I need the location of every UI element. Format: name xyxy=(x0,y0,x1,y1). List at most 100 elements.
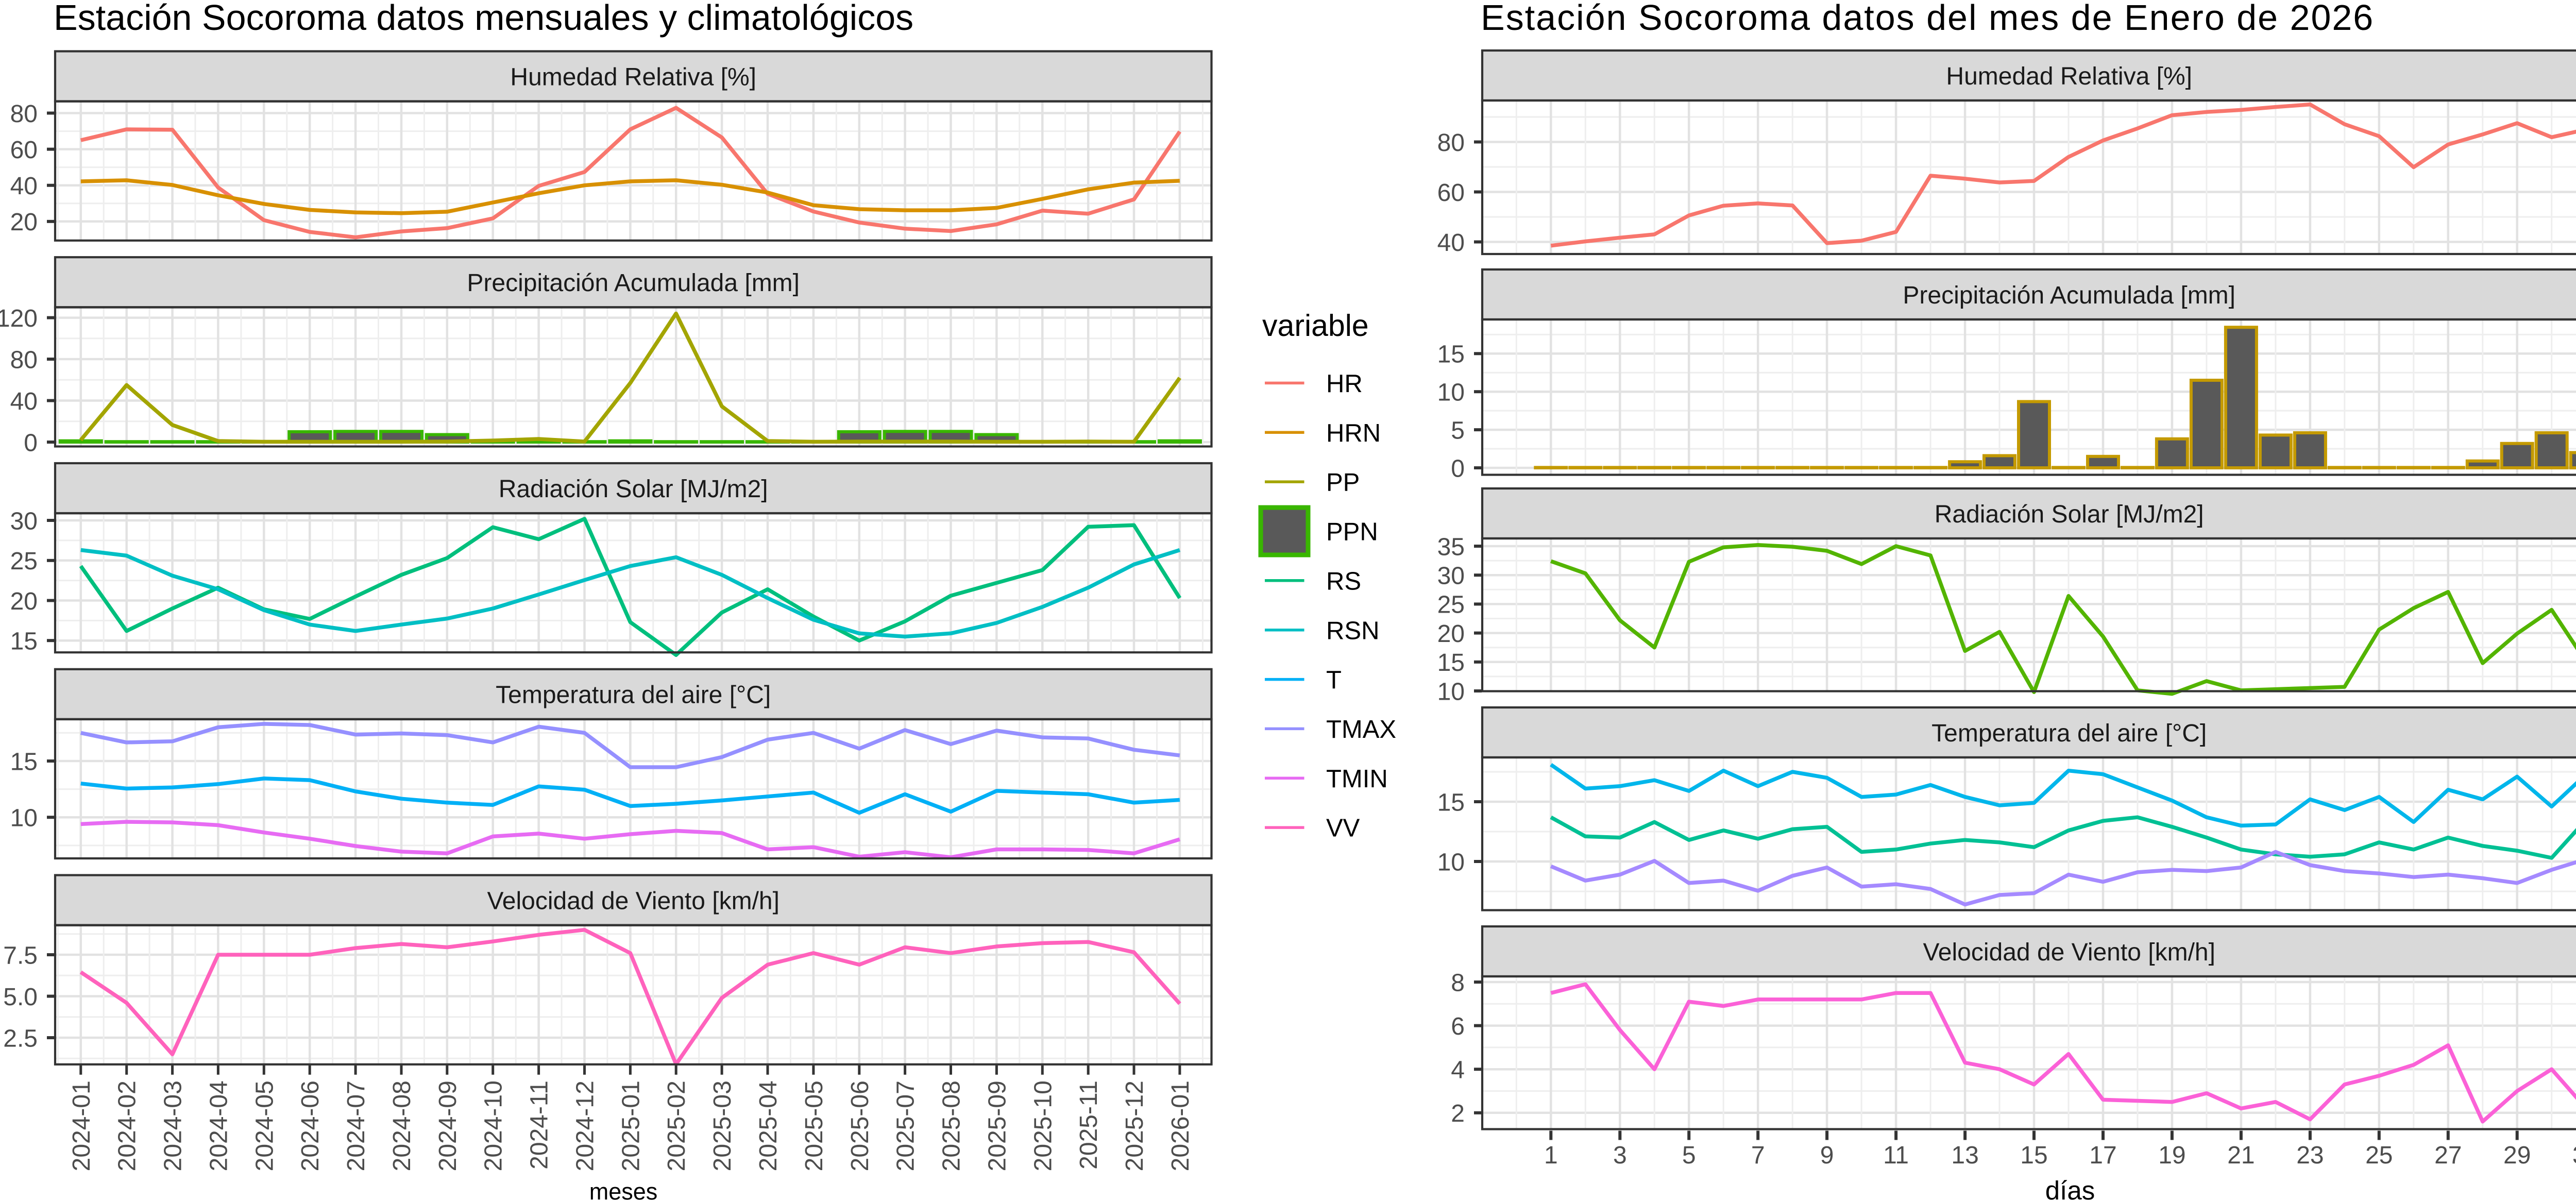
svg-text:Radiación Solar [MJ/m2]: Radiación Solar [MJ/m2] xyxy=(1935,501,2204,528)
svg-text:2025-03: 2025-03 xyxy=(709,1080,736,1171)
svg-text:15: 15 xyxy=(10,628,38,655)
svg-text:2024-03: 2024-03 xyxy=(160,1080,187,1171)
svg-text:15: 15 xyxy=(2020,1142,2047,1169)
svg-text:80: 80 xyxy=(10,346,38,374)
svg-text:10: 10 xyxy=(10,805,38,832)
svg-text:Radiación Solar [MJ/m2]: Radiación Solar [MJ/m2] xyxy=(499,476,768,503)
svg-text:6: 6 xyxy=(1451,1013,1465,1040)
svg-text:RS: RS xyxy=(1326,567,1361,595)
svg-text:2025-07: 2025-07 xyxy=(892,1080,920,1171)
svg-text:7.5: 7.5 xyxy=(3,942,38,969)
svg-text:15: 15 xyxy=(1437,789,1465,816)
svg-text:TMAX: TMAX xyxy=(1326,716,1396,743)
svg-text:2024-02: 2024-02 xyxy=(114,1080,141,1171)
svg-text:35: 35 xyxy=(1437,533,1465,561)
svg-text:2025-10: 2025-10 xyxy=(1029,1080,1057,1171)
svg-text:2.5: 2.5 xyxy=(3,1025,38,1052)
svg-text:2025-09: 2025-09 xyxy=(984,1080,1011,1171)
svg-text:Velocidad de Viento [km/h]: Velocidad de Viento [km/h] xyxy=(487,887,779,915)
svg-text:meses: meses xyxy=(589,1178,658,1200)
svg-text:20: 20 xyxy=(10,209,38,236)
svg-text:Humedad Relativa [%]: Humedad Relativa [%] xyxy=(510,63,756,91)
svg-text:2024-01: 2024-01 xyxy=(68,1080,95,1171)
svg-text:25: 25 xyxy=(2365,1142,2393,1169)
svg-text:0: 0 xyxy=(1451,455,1465,482)
svg-text:Estación Socoroma datos mensua: Estación Socoroma datos mensuales y clim… xyxy=(54,0,913,38)
svg-text:Precipitación Acumulada [mm]: Precipitación Acumulada [mm] xyxy=(1903,282,2235,309)
svg-text:40: 40 xyxy=(1437,229,1465,257)
svg-text:10: 10 xyxy=(1437,849,1465,876)
svg-text:2025-04: 2025-04 xyxy=(755,1080,782,1171)
svg-text:2025-02: 2025-02 xyxy=(663,1080,690,1171)
svg-text:PPN: PPN xyxy=(1326,518,1378,546)
svg-text:3: 3 xyxy=(1613,1142,1627,1169)
svg-text:2024-07: 2024-07 xyxy=(343,1080,370,1171)
svg-text:variable: variable xyxy=(1262,309,1369,343)
svg-text:Estación Socoroma datos del me: Estación Socoroma datos del mes de Enero… xyxy=(1481,0,2374,38)
svg-text:Humedad Relativa [%]: Humedad Relativa [%] xyxy=(1946,63,2192,90)
svg-text:40: 40 xyxy=(10,388,38,415)
svg-text:4: 4 xyxy=(1451,1057,1465,1084)
svg-text:11: 11 xyxy=(1883,1142,1909,1169)
svg-text:17: 17 xyxy=(2089,1142,2116,1169)
svg-text:Velocidad de Viento [km/h]: Velocidad de Viento [km/h] xyxy=(1923,939,2215,966)
svg-text:20: 20 xyxy=(1437,620,1465,648)
svg-text:30: 30 xyxy=(10,508,38,535)
svg-text:2024-10: 2024-10 xyxy=(480,1080,507,1171)
svg-text:23: 23 xyxy=(2296,1142,2324,1169)
svg-text:2024-08: 2024-08 xyxy=(388,1080,416,1171)
svg-text:60: 60 xyxy=(1437,179,1465,207)
svg-text:25: 25 xyxy=(10,548,38,575)
svg-text:1: 1 xyxy=(1544,1142,1558,1169)
svg-text:5: 5 xyxy=(1451,417,1465,444)
svg-text:HR: HR xyxy=(1326,370,1363,398)
svg-text:2025-12: 2025-12 xyxy=(1121,1080,1148,1171)
svg-text:2024-06: 2024-06 xyxy=(297,1080,324,1171)
svg-text:2024-04: 2024-04 xyxy=(205,1080,232,1171)
svg-text:2024-12: 2024-12 xyxy=(572,1080,599,1171)
svg-text:2025-11: 2025-11 xyxy=(1075,1080,1103,1170)
svg-text:2025-01: 2025-01 xyxy=(617,1080,645,1171)
svg-text:Temperatura del aire [°C]: Temperatura del aire [°C] xyxy=(1931,720,2207,747)
svg-text:10: 10 xyxy=(1437,379,1465,407)
svg-text:VV: VV xyxy=(1326,815,1360,842)
svg-text:2024-05: 2024-05 xyxy=(251,1080,278,1171)
svg-text:20: 20 xyxy=(10,588,38,615)
svg-text:29: 29 xyxy=(2503,1142,2531,1169)
svg-text:21: 21 xyxy=(2227,1142,2255,1169)
svg-text:19: 19 xyxy=(2158,1142,2185,1169)
svg-text:30: 30 xyxy=(1437,563,1465,590)
svg-text:120: 120 xyxy=(0,305,38,332)
svg-text:2025-08: 2025-08 xyxy=(938,1080,965,1171)
svg-text:13: 13 xyxy=(1951,1142,1978,1169)
svg-text:TMIN: TMIN xyxy=(1326,765,1388,793)
svg-text:2: 2 xyxy=(1451,1100,1465,1127)
svg-text:15: 15 xyxy=(1437,341,1465,368)
svg-text:5.0: 5.0 xyxy=(3,984,38,1011)
svg-text:80: 80 xyxy=(10,100,38,128)
svg-text:10: 10 xyxy=(1437,678,1465,705)
svg-text:2025-05: 2025-05 xyxy=(801,1080,828,1171)
svg-text:8: 8 xyxy=(1451,969,1465,996)
svg-text:2024-09: 2024-09 xyxy=(434,1080,462,1171)
svg-text:5: 5 xyxy=(1682,1142,1696,1169)
svg-text:60: 60 xyxy=(10,137,38,164)
svg-text:15: 15 xyxy=(1437,649,1465,677)
svg-text:27: 27 xyxy=(2434,1142,2462,1169)
svg-text:HRN: HRN xyxy=(1326,419,1381,447)
svg-text:PP: PP xyxy=(1326,469,1360,497)
svg-text:2026-01: 2026-01 xyxy=(1167,1080,1194,1171)
svg-text:15: 15 xyxy=(10,748,38,775)
svg-text:días: días xyxy=(2045,1176,2095,1200)
svg-text:Temperatura del aire [°C]: Temperatura del aire [°C] xyxy=(496,682,771,709)
svg-text:9: 9 xyxy=(1820,1142,1834,1169)
svg-text:RSN: RSN xyxy=(1326,617,1379,645)
svg-text:31: 31 xyxy=(2572,1142,2576,1169)
svg-text:T: T xyxy=(1326,666,1342,694)
svg-text:40: 40 xyxy=(10,173,38,200)
svg-text:7: 7 xyxy=(1751,1142,1765,1169)
svg-text:Precipitación Acumulada [mm]: Precipitación Acumulada [mm] xyxy=(467,269,800,297)
svg-text:80: 80 xyxy=(1437,129,1465,157)
svg-text:2024-11: 2024-11 xyxy=(526,1080,553,1170)
svg-text:25: 25 xyxy=(1437,591,1465,619)
